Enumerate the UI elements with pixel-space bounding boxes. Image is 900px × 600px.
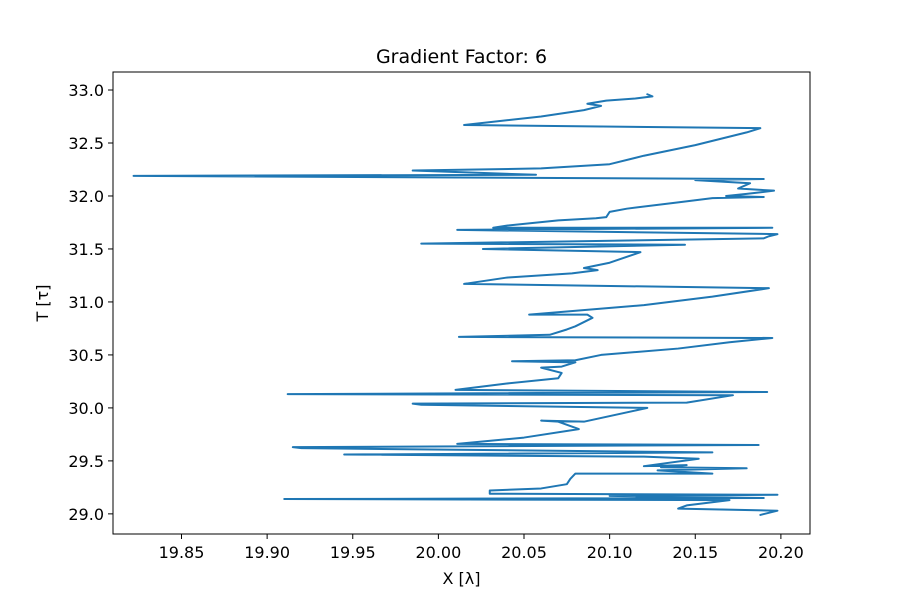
y-tick-label: 31.5: [68, 240, 104, 259]
y-tick-label: 32.0: [68, 187, 104, 206]
y-tick-label: 30.0: [68, 399, 104, 418]
x-tick-label: 19.85: [159, 543, 205, 562]
series-layer: [132, 93, 779, 516]
x-axis-label: X [λ]: [443, 569, 481, 588]
series-line-0: [132, 93, 779, 516]
x-tick-label: 19.95: [330, 543, 376, 562]
y-tick-label: 29.0: [68, 505, 104, 524]
axes-frame: [112, 71, 811, 535]
y-tick-label: 29.5: [68, 452, 104, 471]
y-tick-label: 33.0: [68, 81, 104, 100]
x-tick-label: 20.05: [501, 543, 547, 562]
x-axis: 19.85 19.90 19.95 20.00 20.05 20.10 20.15 20.20: [159, 534, 804, 562]
y-tick-label: 30.5: [68, 346, 104, 365]
x-tick-label: 20.20: [758, 543, 804, 562]
y-tick-label: 32.5: [68, 134, 104, 153]
y-tick-label: 31.0: [68, 293, 104, 312]
x-tick-label: 19.90: [244, 543, 290, 562]
x-tick-label: 20.00: [415, 543, 461, 562]
chart-title: Gradient Factor: 6: [376, 46, 547, 68]
y-axis-label: T [τ]: [33, 285, 52, 323]
x-tick-label: 20.15: [672, 543, 718, 562]
plot-area: [112, 71, 811, 535]
y-axis: 29.0 29.5 30.0 30.5 31.0 31.5 32.0 32.5 33.0: [68, 81, 113, 524]
x-tick-label: 20.10: [587, 543, 633, 562]
